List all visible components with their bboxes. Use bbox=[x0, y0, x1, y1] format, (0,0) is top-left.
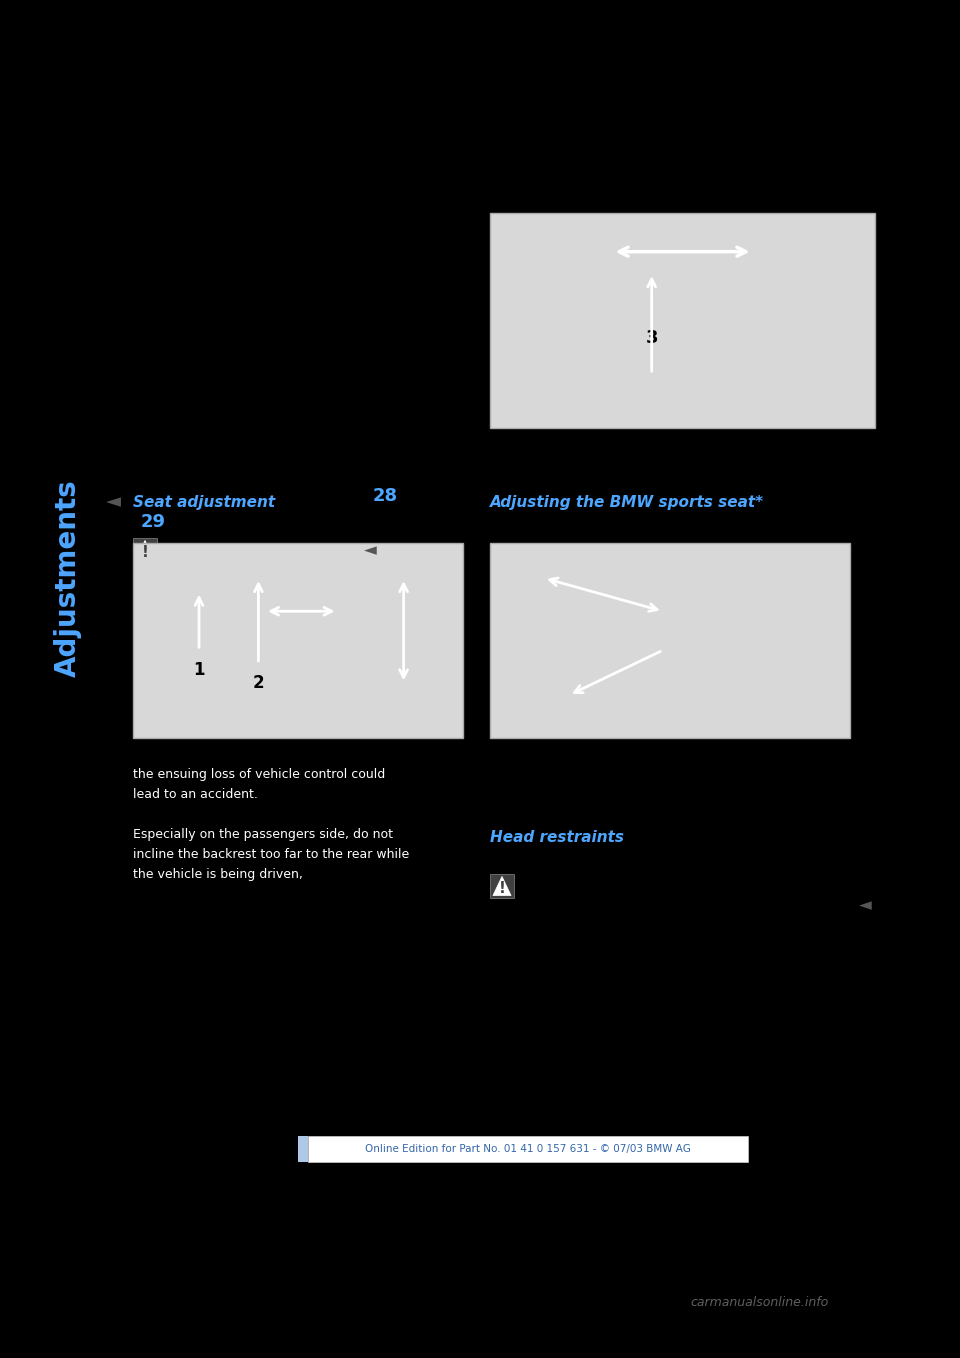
Text: !: ! bbox=[498, 881, 505, 896]
Bar bbox=[308, 1137, 748, 1162]
Polygon shape bbox=[492, 876, 511, 895]
Text: 2: 2 bbox=[252, 675, 264, 693]
Text: ◄: ◄ bbox=[364, 540, 376, 559]
Text: carmanualsonline.info: carmanualsonline.info bbox=[691, 1297, 829, 1309]
Text: 1: 1 bbox=[193, 661, 204, 679]
Text: Adjustments: Adjustments bbox=[54, 479, 82, 676]
Text: Seat adjustment: Seat adjustment bbox=[133, 494, 276, 509]
Text: Online Edition for Part No. 01 41 0 157 631 - © 07/03 BMW AG: Online Edition for Part No. 01 41 0 157 … bbox=[365, 1143, 691, 1154]
Polygon shape bbox=[136, 540, 155, 559]
Text: ◄: ◄ bbox=[858, 896, 872, 914]
Text: 3: 3 bbox=[645, 329, 658, 346]
Text: Adjusting the BMW sports seat*: Adjusting the BMW sports seat* bbox=[490, 494, 764, 509]
Text: Especially on the passengers side, do not
incline the backrest too far to the re: Especially on the passengers side, do no… bbox=[133, 828, 409, 881]
Bar bbox=[133, 543, 463, 737]
Bar bbox=[490, 875, 514, 898]
Bar bbox=[490, 543, 850, 737]
Bar bbox=[298, 1137, 308, 1162]
Text: 28: 28 bbox=[372, 488, 397, 505]
Text: 29: 29 bbox=[140, 513, 165, 531]
Text: !: ! bbox=[141, 546, 149, 561]
Bar bbox=[490, 213, 875, 428]
Bar bbox=[133, 538, 157, 562]
Text: ◄: ◄ bbox=[106, 493, 121, 512]
Text: the ensuing loss of vehicle control could
lead to an accident.: the ensuing loss of vehicle control coul… bbox=[133, 769, 385, 801]
Text: Head restraints: Head restraints bbox=[490, 831, 624, 846]
